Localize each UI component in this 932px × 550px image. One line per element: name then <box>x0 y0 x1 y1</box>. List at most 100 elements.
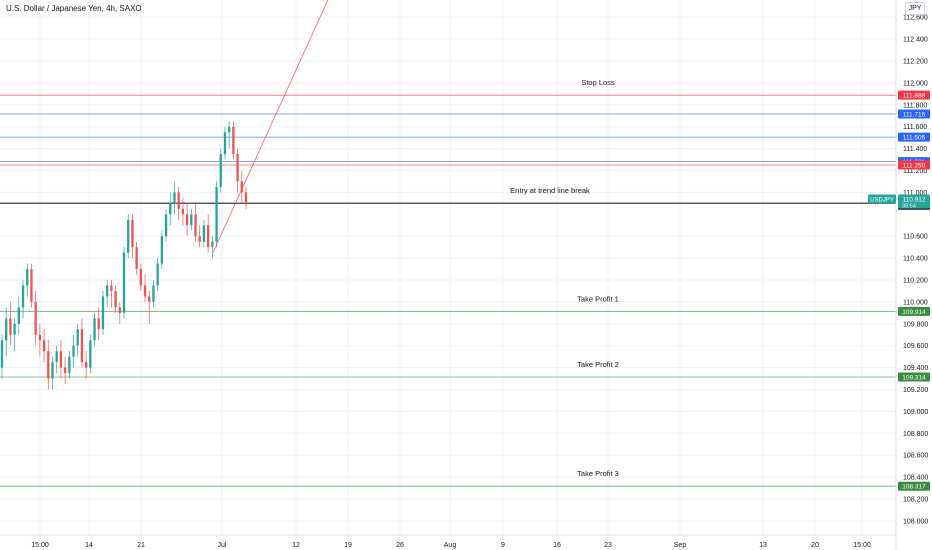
candle <box>143 274 147 302</box>
candle-body <box>110 285 113 291</box>
candle <box>21 280 25 319</box>
candle-body <box>236 154 239 182</box>
level-111716-price-text: 111.716 <box>903 111 926 118</box>
candle <box>84 351 88 379</box>
candle-body <box>148 296 151 302</box>
trend-line[interactable] <box>212 0 330 253</box>
candle <box>38 323 42 357</box>
take-profit-3-price-text: 108.317 <box>902 484 926 491</box>
price-axis[interactable]: 112.600 112.400 112.200 112.000 111.800 111.6… <box>895 0 928 550</box>
candle-body <box>55 351 58 363</box>
chart-title: U.S. Dollar / Japanese Yen, 4h, SAXO <box>6 4 142 13</box>
price-tick-label: 109.600 <box>903 343 928 350</box>
candle-body <box>51 362 54 379</box>
candle <box>55 345 58 374</box>
candle <box>17 296 20 335</box>
candle <box>202 219 206 248</box>
candle <box>232 121 235 160</box>
candle <box>26 263 29 297</box>
candle <box>89 334 92 374</box>
price-tick-label: 110.200 <box>903 278 928 285</box>
candle <box>42 329 46 363</box>
candle <box>106 280 109 308</box>
candle <box>68 351 71 379</box>
candle-body <box>131 219 134 248</box>
candles <box>0 121 248 390</box>
candle <box>122 247 126 319</box>
time-tick-label: 20 <box>811 542 819 549</box>
candle <box>101 290 105 335</box>
time-tick-label: 19 <box>344 542 352 549</box>
candle-body <box>84 362 88 368</box>
price-tick-label: 109.200 <box>903 387 928 394</box>
price-tick-label: 108.200 <box>903 497 928 504</box>
candle-body <box>160 236 164 264</box>
candle-body <box>9 318 12 335</box>
time-axis[interactable]: 15:00 14 21 Jul 12 19 26 Aug 9 16 23 Sep 13 20 15:00 <box>0 534 896 549</box>
candle-body <box>127 219 130 253</box>
candle-body <box>190 214 193 226</box>
time-tick-label: 12 <box>292 542 300 549</box>
candle-body <box>38 334 42 341</box>
candle-body <box>185 214 189 226</box>
candle <box>173 181 176 215</box>
candle-body <box>21 285 25 308</box>
take-profit-1-price-text: 109.914 <box>902 309 926 316</box>
candle-body <box>101 296 105 330</box>
price-tick-label: 109.000 <box>903 409 928 416</box>
take-profit-1-label: Take Profit 1 <box>577 294 619 303</box>
candle <box>0 334 4 379</box>
candle-body <box>206 225 210 248</box>
take-profit-3-price-tag <box>898 481 930 491</box>
currency-button[interactable]: JPY <box>905 2 925 15</box>
candle <box>219 148 222 193</box>
candle <box>236 148 239 193</box>
stop-loss-price-tag <box>898 90 930 100</box>
candle <box>152 280 155 308</box>
price-tick-label: 108.600 <box>903 453 928 460</box>
last-price-tag <box>898 194 930 209</box>
price-tick-label: 111.000 <box>903 190 927 197</box>
candle-body <box>68 356 71 374</box>
candle-body <box>13 323 16 335</box>
candle <box>80 318 84 368</box>
time-tick-label: 15:00 <box>31 542 49 549</box>
candle-body <box>139 269 142 286</box>
candle <box>127 214 130 259</box>
candle-body <box>152 285 155 302</box>
candle-body <box>232 126 235 155</box>
candle <box>215 181 218 248</box>
candle-body <box>34 301 37 335</box>
candle-body <box>181 208 185 215</box>
price-tick-label: 111.800 <box>903 102 927 109</box>
candle <box>9 301 12 346</box>
candle <box>72 334 75 368</box>
candle <box>240 170 243 204</box>
candle <box>135 241 138 275</box>
candle <box>244 186 248 209</box>
candle <box>190 208 193 231</box>
time-tick-label: 26 <box>396 542 404 549</box>
price-tick-label: 110.000 <box>903 299 928 306</box>
candle-body <box>202 225 206 242</box>
candle-body <box>17 307 20 324</box>
candle <box>47 340 50 390</box>
candle <box>97 307 100 341</box>
price-tags: 111.888111.716111.505111.281111.250110.9… <box>868 90 930 491</box>
candle <box>30 263 33 308</box>
candle <box>185 203 189 237</box>
time-tick-label: 16 <box>553 542 561 549</box>
candle <box>164 208 168 242</box>
candle <box>177 186 180 220</box>
price-tick-label: 110.600 <box>903 234 928 241</box>
candle <box>118 301 121 324</box>
take-profit-2-price-text: 109.314 <box>902 375 926 382</box>
candle-body <box>118 307 121 313</box>
trend-line-segment[interactable] <box>212 0 330 253</box>
candle-body <box>59 351 63 368</box>
candle-body <box>173 192 176 204</box>
candle <box>206 214 210 253</box>
price-tick-label: 108.400 <box>903 475 928 482</box>
candle-body <box>169 203 172 215</box>
